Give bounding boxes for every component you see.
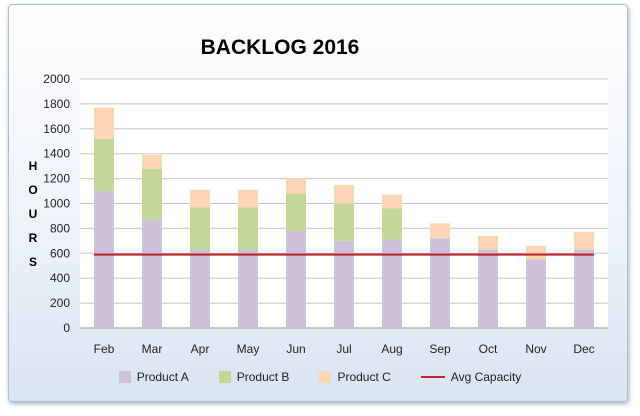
y-tick-label: 800 [50, 221, 70, 235]
x-tick-label: Oct [479, 342, 498, 356]
legend-item: Product A [118, 370, 189, 384]
x-tick-label: Feb [94, 342, 115, 356]
bar-segment [382, 194, 402, 209]
x-tick-label: May [237, 342, 260, 356]
bar-segment [430, 223, 450, 239]
y-tick-label: 200 [50, 296, 70, 310]
legend-line-swatch [420, 376, 445, 378]
legend-label: Product A [136, 370, 189, 384]
bar-segment [286, 230, 306, 328]
bar-segment [238, 249, 258, 328]
legend-item: Product C [319, 370, 391, 384]
bar-segment [478, 235, 498, 250]
legend-item: Product B [218, 370, 290, 384]
bar-segment [142, 154, 162, 169]
y-tick-label: 600 [50, 246, 70, 260]
bar-segment [574, 232, 594, 250]
bar-segment [334, 184, 354, 204]
bar-segment [94, 107, 114, 139]
x-tick-label: Jul [336, 342, 351, 356]
chart-title: BACKLOG 2016 [200, 36, 360, 59]
legend-swatch [319, 371, 332, 383]
bar-segment [190, 189, 210, 208]
bar-segment [142, 168, 162, 220]
x-tick-label: Dec [573, 342, 594, 356]
bar-segment [190, 207, 210, 250]
bar-segment [382, 239, 402, 328]
y-tick-label: 1800 [43, 97, 70, 111]
legend-swatch [218, 371, 231, 383]
x-tick-label: Aug [381, 342, 402, 356]
bar-segment [478, 249, 498, 328]
bar-segment [334, 203, 354, 241]
bar-segment [430, 238, 450, 328]
x-tick-label: Mar [142, 342, 163, 356]
legend-label: Product C [337, 370, 391, 384]
bar-segment [526, 259, 546, 328]
bar-segment [382, 208, 402, 240]
bar-segment [238, 207, 258, 250]
y-tick-label: 400 [50, 271, 70, 285]
bar-segment [94, 138, 114, 192]
legend-label: Product B [236, 370, 290, 384]
legend: Product A Product B Product C Avg Capacity [0, 370, 640, 384]
y-tick-label: 1400 [43, 147, 70, 161]
y-tick-label: 2000 [43, 72, 70, 86]
x-tick-label: Jun [286, 342, 305, 356]
legend-swatch [118, 371, 131, 383]
bar-segment [190, 249, 210, 328]
bar-segment [94, 191, 114, 328]
x-tick-label: Apr [191, 342, 210, 356]
bar-segment [574, 249, 594, 328]
bar-segment [286, 178, 306, 194]
legend-label: Avg Capacity [450, 370, 522, 384]
y-axis-label: HOURS [28, 159, 38, 269]
bar-segment [238, 189, 258, 208]
bar-segment [286, 193, 306, 231]
bar-segment [142, 219, 162, 328]
x-tick-label: Nov [525, 342, 546, 356]
y-tick-label: 1000 [43, 197, 70, 211]
x-tick-label: Sep [429, 342, 451, 356]
y-tick-label: 1200 [43, 172, 70, 186]
bar-segment [334, 240, 354, 328]
y-tick-label: 1600 [43, 122, 70, 136]
legend-item: Avg Capacity [420, 370, 522, 384]
bar-segment [526, 245, 546, 260]
y-tick-label: 0 [63, 321, 70, 335]
